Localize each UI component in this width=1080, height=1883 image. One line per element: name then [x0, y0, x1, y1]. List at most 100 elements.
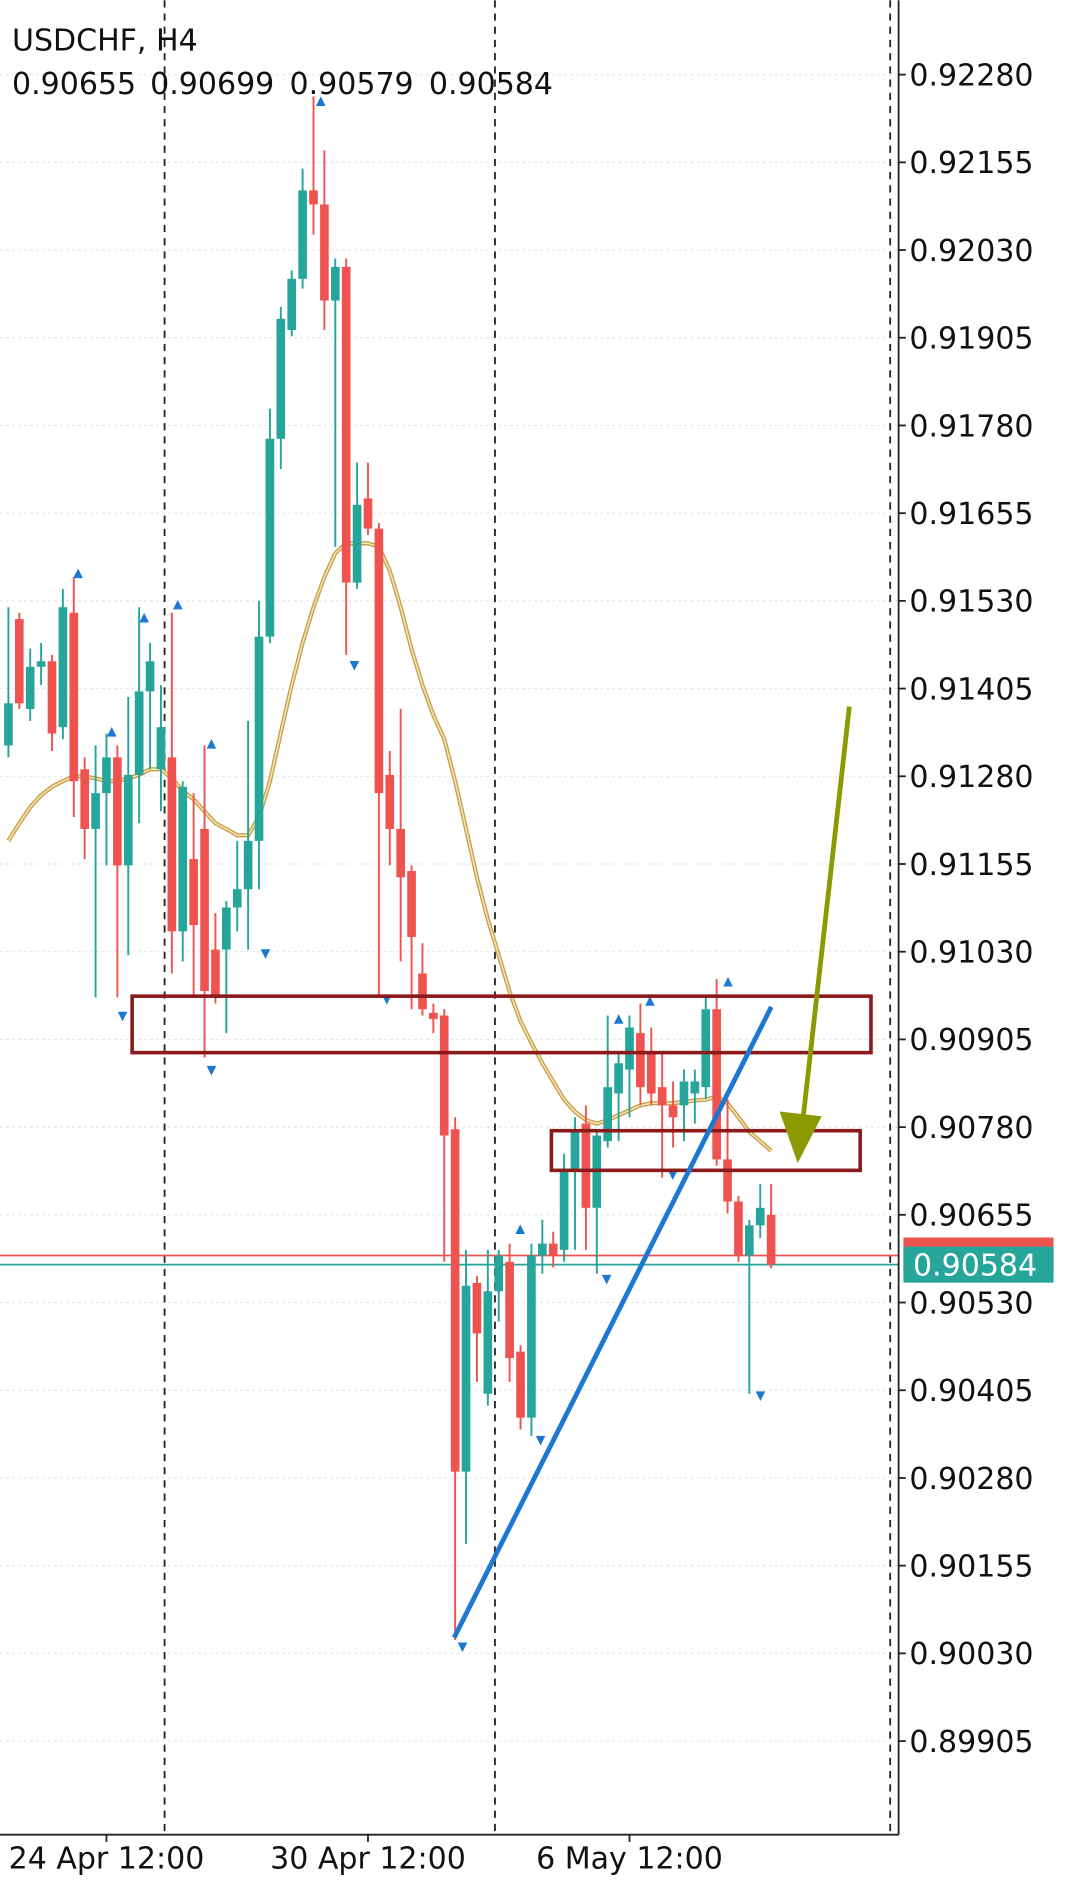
candle-body: [646, 1051, 656, 1094]
y-tick-label: 0.91405: [909, 672, 1033, 707]
y-tick-label: 0.90030: [909, 1637, 1033, 1672]
candles: [4, 96, 776, 1641]
fractal-down: [260, 949, 271, 959]
candle-body: [494, 1255, 504, 1292]
candle-body: [276, 318, 286, 439]
candle-body: [570, 1129, 580, 1172]
candle-body: [636, 1033, 645, 1088]
candle-body: [679, 1081, 689, 1106]
forecast-arrow: [800, 706, 852, 1124]
fractal-up: [645, 996, 655, 1006]
candle-body: [254, 636, 264, 841]
y-tick-label: 0.90655: [909, 1199, 1033, 1234]
fractal-down: [349, 660, 360, 671]
y-tick-label: 0.90155: [909, 1549, 1033, 1584]
candle-body: [537, 1243, 547, 1256]
price-label: 0.90584: [913, 1248, 1037, 1283]
candle-body: [483, 1291, 493, 1394]
candle-body: [712, 1009, 721, 1160]
symbol-title: USDCHF, H4: [12, 24, 198, 59]
candle-body: [745, 1225, 754, 1256]
y-tick-label: 0.90530: [909, 1286, 1033, 1321]
candle-body: [58, 607, 68, 728]
resistance-zone: [130, 994, 873, 1055]
fractal-up: [723, 976, 733, 987]
candle-body: [243, 840, 253, 890]
candle-body: [134, 691, 144, 775]
x-tick-label: 30 Apr 12:00: [270, 1841, 466, 1876]
candle-body: [123, 774, 133, 866]
candle-body: [755, 1207, 765, 1226]
fractal-down: [755, 1391, 766, 1402]
candle-body: [14, 619, 24, 704]
candle-body: [352, 504, 362, 583]
y-tick-label: 0.92030: [909, 234, 1033, 269]
candle-body: [734, 1201, 743, 1256]
candle-body: [472, 1282, 482, 1334]
candle-body: [167, 757, 177, 932]
candle-body: [766, 1214, 776, 1265]
moving-average: [6, 541, 773, 1153]
y-tick-label: 0.92280: [909, 58, 1033, 93]
candle-body: [723, 1159, 732, 1202]
x-tick-label: 24 Apr 12:00: [9, 1841, 205, 1876]
candle-body: [4, 703, 13, 746]
candle-body: [189, 859, 198, 926]
candle-body: [265, 438, 275, 637]
y-tick-label: 0.91655: [909, 497, 1033, 532]
candle-body: [418, 973, 427, 1010]
y-tick-label: 0.90780: [909, 1111, 1033, 1146]
candle-body: [625, 1027, 634, 1070]
y-tick-label: 0.89905: [909, 1725, 1033, 1760]
fractal-down: [667, 1170, 678, 1180]
candle-body: [363, 498, 373, 529]
x-tick-label: 6 May 12:00: [536, 1841, 723, 1876]
candle-body: [505, 1261, 514, 1358]
candle-body: [614, 1063, 623, 1094]
candle-body: [548, 1243, 558, 1256]
y-tick-label: 0.91030: [909, 936, 1033, 971]
fractal-down: [206, 1065, 217, 1076]
candle-body: [156, 727, 166, 770]
axes: 0.92280 0.92155 0.92030 0.91905 0.91780 0.916…: [9, 58, 1054, 1876]
candle-body: [559, 1171, 569, 1250]
fractal-down: [117, 1011, 128, 1022]
ohlc-high: 0.90699: [150, 67, 274, 102]
fractal-down: [535, 1435, 546, 1446]
candle-body: [374, 528, 384, 794]
candle-body: [287, 278, 297, 331]
y-tick-label: 0.90280: [909, 1462, 1033, 1497]
ohlc-low: 0.90579: [290, 67, 414, 102]
fractal-up: [106, 727, 117, 737]
candle-body: [396, 828, 405, 878]
candle-body: [330, 266, 340, 301]
candle-body: [113, 757, 122, 866]
ohlc-open: 0.90655: [12, 67, 136, 102]
candle-body: [341, 266, 351, 583]
trend-line: [451, 1005, 774, 1639]
candle-body: [47, 661, 57, 734]
candle-body: [690, 1081, 700, 1094]
candle-body: [701, 1009, 711, 1088]
candle-body: [581, 1123, 591, 1208]
candle-body: [91, 793, 100, 829]
moving-average-line: [7, 542, 772, 1152]
candle-body: [603, 1087, 613, 1142]
price-label-box: [903, 1246, 1054, 1283]
y-tick-label: 0.91905: [909, 322, 1033, 357]
y-tick-label: 0.92155: [909, 146, 1033, 181]
candle-body: [200, 828, 209, 991]
y-tick-label: 0.91780: [909, 409, 1033, 444]
candle-body: [298, 190, 307, 279]
fractal-up: [139, 612, 149, 623]
fractals: [73, 96, 766, 1653]
y-tick-label: 0.91530: [909, 585, 1033, 620]
fractal-down: [457, 1642, 468, 1653]
candle-body: [450, 1129, 460, 1472]
forecast-arrow-head: [779, 1111, 822, 1164]
candle-body: [211, 949, 220, 998]
candle-body: [102, 757, 111, 794]
candle-body: [385, 774, 395, 829]
y-tick-label: 0.91280: [909, 760, 1033, 795]
